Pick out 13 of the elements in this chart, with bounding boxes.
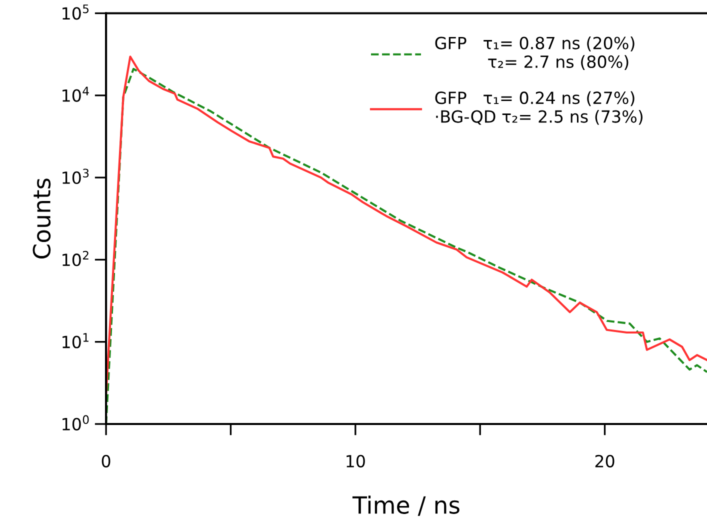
y-tick-label: 10$^{2}$ [62, 250, 88, 266]
y-tick-label: 10$^{5}$ [62, 4, 89, 20]
x-tick-label: 0 [102, 454, 110, 468]
legend-label: GFP τ₁= 0.87 ns (20%) τ₂= 2.7 ns (80%) [435, 36, 634, 70]
x-tick-label: 20 [595, 454, 614, 468]
y-tick-label: 10$^{4}$ [62, 86, 89, 102]
y-tick-label: 10$^{3}$ [62, 168, 89, 184]
y-tick-label: 10$^{0}$ [62, 415, 89, 430]
legend-label: GFP τ₁= 0.24 ns (27%) ·BG-QD τ₂= 2.5 ns (73%) [435, 91, 642, 125]
x-tick-label: 10 [346, 454, 365, 468]
x-axis-title: Time / ns [352, 496, 460, 516]
y-tick-label: 10$^{1}$ [62, 333, 88, 348]
y-axis-title: Counts [32, 178, 51, 259]
